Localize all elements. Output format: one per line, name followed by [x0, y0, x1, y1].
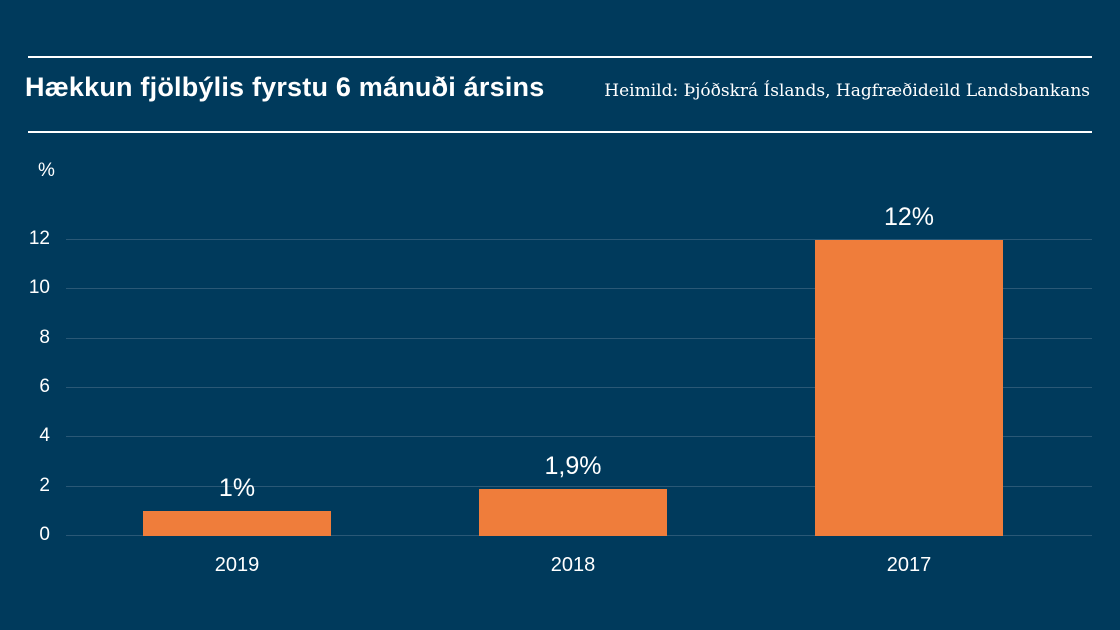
gridline [66, 239, 1092, 240]
bar-value-label: 1,9% [544, 452, 602, 481]
source-attribution: Heimild: Þjóðskrá Íslands, Hagfræðideild… [604, 81, 1090, 101]
bar-2019 [143, 511, 331, 536]
plot-area: 0 2 4 6 8 10 12 1% 2019 1,9% 2018 12% 2017 [29, 203, 1092, 576]
y-tick-label: 8 [39, 326, 50, 348]
bar-2018 [479, 489, 667, 536]
y-tick-label: 4 [39, 425, 50, 447]
x-axis-label: 2017 [886, 554, 932, 576]
top-divider [28, 56, 1092, 58]
chart-header: Hækkun fjölbýlis fyrstu 6 mánuði ársins … [25, 72, 1090, 103]
bar-value-label: 1% [218, 474, 256, 503]
x-axis-label: 2019 [214, 554, 260, 576]
gridline [66, 288, 1092, 290]
x-axis-label: 2018 [550, 554, 596, 576]
y-tick-label: 2 [39, 474, 50, 496]
bar-value-label: 12% [883, 203, 935, 231]
y-tick-label: 0 [39, 524, 50, 545]
y-axis-unit-label: % [38, 160, 55, 181]
gridline [66, 387, 1092, 388]
gridline [66, 436, 1092, 438]
y-tick-label: 6 [39, 376, 50, 397]
title-divider [28, 131, 1092, 133]
y-tick-label: 10 [28, 277, 50, 299]
gridline [66, 485, 1092, 487]
y-tick-label: 12 [28, 228, 50, 249]
bar-2017 [815, 240, 1003, 536]
gridline [66, 337, 1092, 339]
chart-title: Hækkun fjölbýlis fyrstu 6 mánuði ársins [25, 72, 545, 102]
